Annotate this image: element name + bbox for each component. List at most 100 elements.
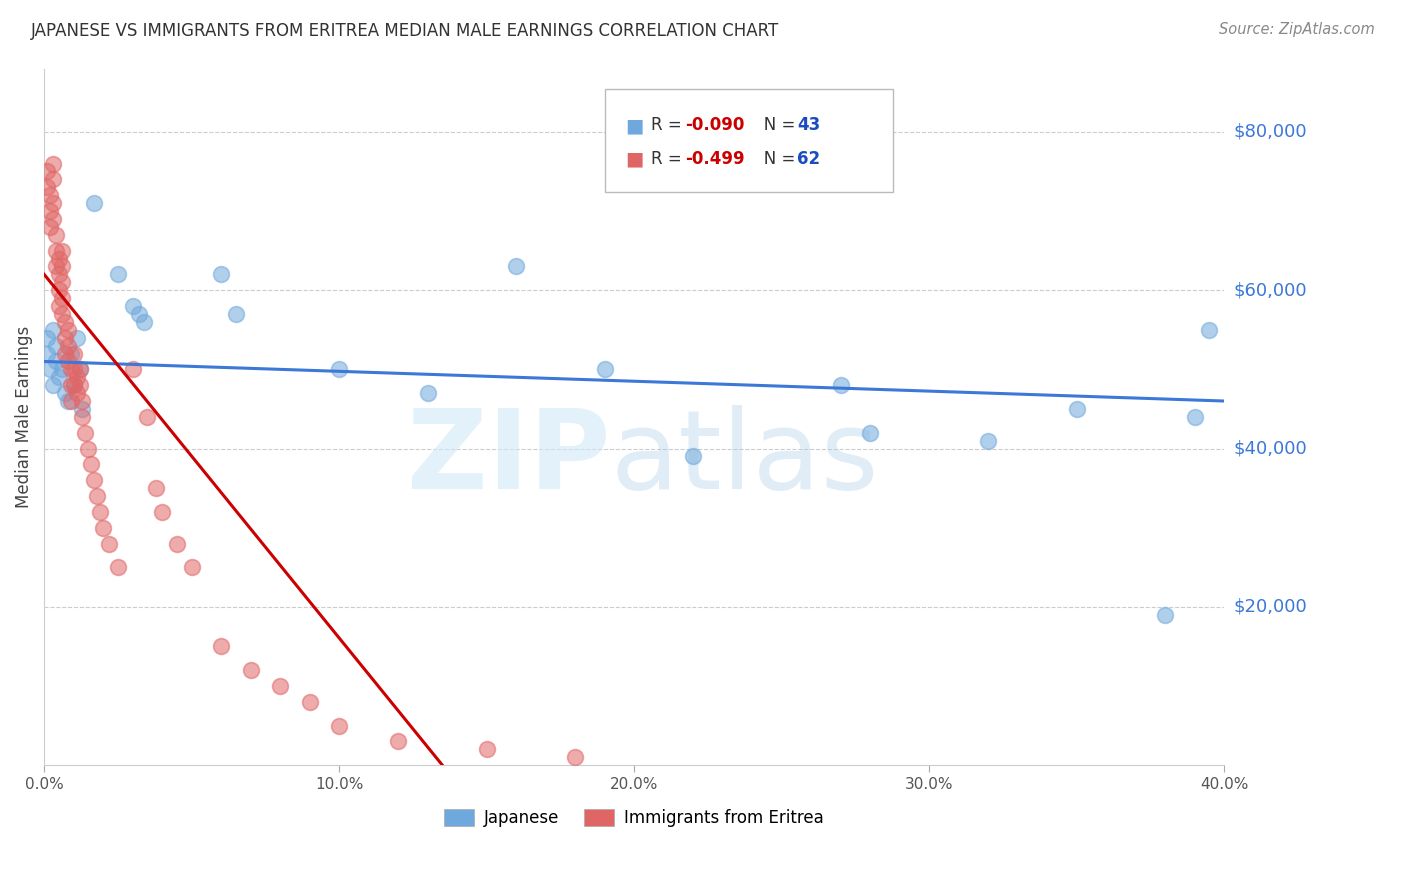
Point <box>1154 607 1177 622</box>
Point <box>134 315 156 329</box>
Point <box>180 560 202 574</box>
Point <box>48 283 70 297</box>
Text: $80,000: $80,000 <box>1233 123 1308 141</box>
Point <box>128 307 150 321</box>
Text: -0.499: -0.499 <box>685 150 744 168</box>
Point <box>59 394 82 409</box>
Point <box>42 211 65 226</box>
Point <box>859 425 882 440</box>
Point <box>42 156 65 170</box>
Point <box>69 362 91 376</box>
Point <box>225 307 247 321</box>
Point <box>475 742 498 756</box>
Point <box>328 362 350 376</box>
Point <box>69 362 91 376</box>
Point <box>35 180 58 194</box>
Text: ■: ■ <box>626 116 644 135</box>
Point <box>45 244 67 258</box>
Point <box>145 481 167 495</box>
Point <box>328 718 350 732</box>
Point <box>48 370 70 384</box>
Point <box>209 268 232 282</box>
Text: 62: 62 <box>797 150 820 168</box>
Point <box>69 378 91 392</box>
Point <box>77 442 100 456</box>
Point <box>1184 409 1206 424</box>
Text: ■: ■ <box>626 150 644 169</box>
Point <box>505 260 527 274</box>
Point <box>80 458 103 472</box>
Point <box>86 489 108 503</box>
Point <box>53 386 76 401</box>
Point <box>35 346 58 360</box>
Point <box>107 560 129 574</box>
Point <box>59 346 82 360</box>
Point <box>48 268 70 282</box>
Point <box>1066 401 1088 416</box>
Point <box>150 505 173 519</box>
Point <box>39 204 62 219</box>
Point <box>51 275 73 289</box>
Point <box>72 409 94 424</box>
Point <box>83 473 105 487</box>
Point <box>56 394 79 409</box>
Point <box>48 299 70 313</box>
Point <box>298 695 321 709</box>
Text: Source: ZipAtlas.com: Source: ZipAtlas.com <box>1219 22 1375 37</box>
Point <box>682 450 704 464</box>
Point <box>59 362 82 376</box>
Point <box>42 196 65 211</box>
Text: 43: 43 <box>797 116 821 134</box>
Point <box>239 663 262 677</box>
Point <box>83 196 105 211</box>
Point <box>62 362 84 376</box>
Point <box>59 378 82 392</box>
Point <box>56 354 79 368</box>
Point <box>39 219 62 234</box>
Point <box>45 227 67 242</box>
Point <box>51 362 73 376</box>
Point <box>121 362 143 376</box>
Point <box>564 750 586 764</box>
Text: ZIP: ZIP <box>408 405 610 512</box>
Text: atlas: atlas <box>610 405 879 512</box>
Point <box>269 679 291 693</box>
Point <box>39 362 62 376</box>
Point <box>45 354 67 368</box>
Point <box>51 291 73 305</box>
Text: N =: N = <box>748 116 800 134</box>
Point <box>42 323 65 337</box>
Text: -0.090: -0.090 <box>685 116 744 134</box>
Text: $40,000: $40,000 <box>1233 440 1308 458</box>
Point <box>45 338 67 352</box>
Legend: Japanese, Immigrants from Eritrea: Japanese, Immigrants from Eritrea <box>437 802 831 833</box>
Point <box>387 734 409 748</box>
Point <box>72 394 94 409</box>
Point <box>1198 323 1220 337</box>
Point <box>209 640 232 654</box>
Text: N =: N = <box>748 150 800 168</box>
Point <box>39 188 62 202</box>
Point <box>65 370 87 384</box>
Point <box>830 378 852 392</box>
Point <box>35 331 58 345</box>
Text: $20,000: $20,000 <box>1233 598 1308 615</box>
Point <box>416 386 439 401</box>
Text: R =: R = <box>651 116 688 134</box>
Point <box>977 434 1000 448</box>
Point <box>53 331 76 345</box>
Point <box>98 536 121 550</box>
Point <box>53 315 76 329</box>
Y-axis label: Median Male Earnings: Median Male Earnings <box>15 326 32 508</box>
Point <box>53 346 76 360</box>
Point <box>166 536 188 550</box>
Text: JAPANESE VS IMMIGRANTS FROM ERITREA MEDIAN MALE EARNINGS CORRELATION CHART: JAPANESE VS IMMIGRANTS FROM ERITREA MEDI… <box>31 22 779 40</box>
Point <box>42 172 65 186</box>
Point <box>65 386 87 401</box>
Point <box>51 260 73 274</box>
Point <box>62 378 84 392</box>
Point <box>56 338 79 352</box>
Text: R =: R = <box>651 150 688 168</box>
Point <box>121 299 143 313</box>
Point <box>45 260 67 274</box>
